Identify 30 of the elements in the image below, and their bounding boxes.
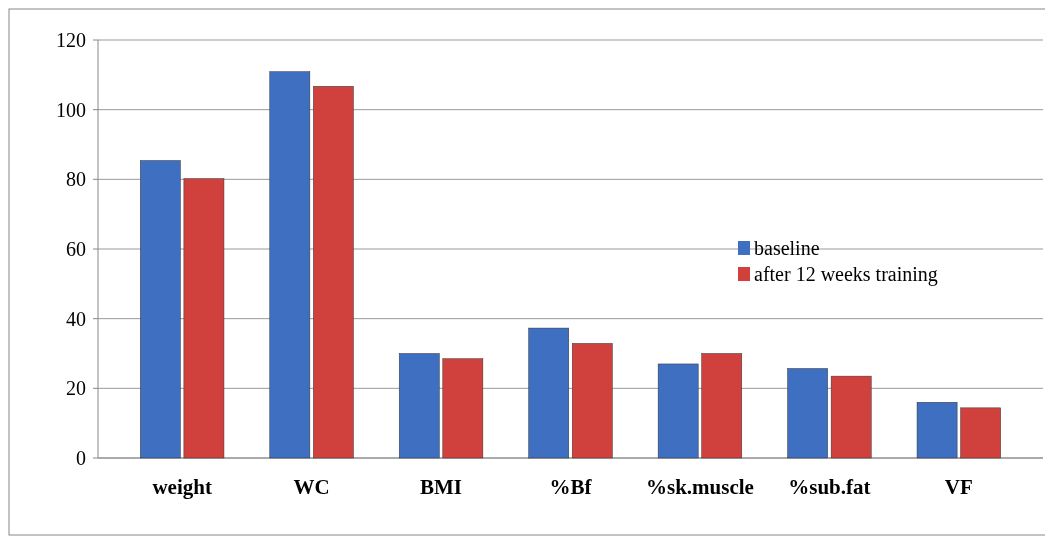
bar	[657, 363, 699, 459]
bar	[140, 160, 181, 459]
x-tick-label: WC	[293, 475, 330, 499]
x-tick-label: weight	[152, 475, 212, 499]
x-tick-label: BMI	[420, 475, 463, 499]
legend-label: after 12 weeks training	[754, 263, 938, 286]
bar	[528, 327, 570, 459]
y-tick-label: 20	[66, 377, 86, 400]
bar	[442, 358, 484, 459]
y-tick-label: 100	[56, 98, 86, 121]
bar	[398, 353, 440, 459]
bar	[313, 86, 354, 459]
bar	[269, 71, 311, 459]
bar	[916, 402, 958, 459]
y-tick-label: 0	[76, 447, 86, 469]
y-tick-label: 80	[66, 168, 86, 191]
bar	[183, 178, 225, 459]
x-tick-label: %sk.muscle	[645, 475, 754, 499]
bar	[787, 368, 828, 459]
legend-label: baseline	[754, 237, 820, 259]
x-tick-label: %Bf	[549, 475, 593, 499]
bar	[960, 407, 1001, 459]
bar	[830, 375, 872, 459]
x-tick-label: %sub.fat	[788, 475, 871, 499]
bar	[571, 343, 613, 459]
y-tick-label: 40	[66, 307, 86, 330]
y-tick-label: 60	[66, 238, 86, 260]
y-tick-label: 120	[56, 29, 86, 51]
x-tick-label: VF	[944, 475, 973, 499]
bar	[701, 353, 743, 459]
